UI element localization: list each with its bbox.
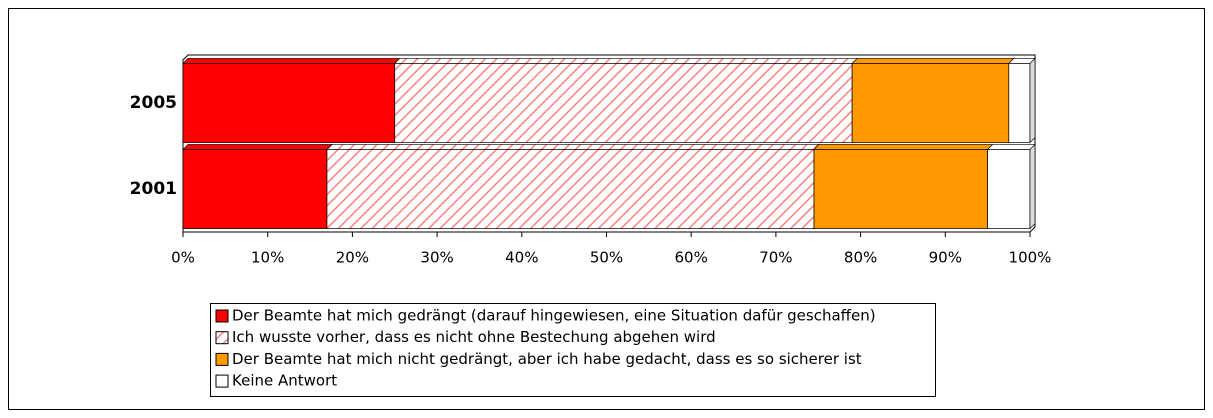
x-tick-label: 80% — [844, 249, 877, 267]
x-tick-label: 90% — [929, 249, 962, 267]
bar — [1008, 63, 1031, 143]
x-tick-label: 0% — [171, 249, 195, 267]
legend-swatch — [215, 331, 229, 345]
frame — [8, 8, 1205, 410]
legend-label: Der Beamte hat mich nicht gedrängt, aber… — [232, 350, 862, 368]
bar-side — [1029, 143, 1036, 230]
x-tick-label: 50% — [590, 249, 623, 267]
legend-swatch — [215, 352, 229, 366]
bar-top — [182, 144, 333, 150]
bar-top — [986, 144, 1036, 150]
bar-side — [1029, 57, 1036, 144]
bar-top — [326, 144, 820, 150]
bar — [851, 63, 1010, 143]
legend-label: Keine Antwort — [232, 372, 337, 390]
bar — [182, 63, 396, 143]
bar — [987, 149, 1031, 229]
bar-top — [813, 144, 994, 150]
x-tick-label: 10% — [251, 249, 284, 267]
y-tick-label: 2001 — [130, 179, 177, 199]
y-tick-label: 2005 — [130, 93, 177, 113]
x-tick-label: 40% — [505, 249, 538, 267]
bar — [182, 149, 328, 229]
bar — [394, 63, 853, 143]
x-tick-label: 100% — [1009, 249, 1052, 267]
bar-top — [182, 58, 401, 64]
legend-swatch — [215, 374, 229, 388]
x-tick-label: 20% — [336, 249, 369, 267]
x-tick-label: 60% — [675, 249, 708, 267]
legend-swatch — [215, 309, 229, 323]
bar — [326, 149, 815, 229]
bar-top — [851, 58, 1015, 64]
legend-box — [210, 303, 936, 397]
legend-label: Ich wusste vorher, dass es nicht ohne Be… — [232, 328, 716, 346]
legend-label: Der Beamte hat mich gedrängt (darauf hin… — [232, 307, 876, 325]
bar-top — [393, 58, 858, 64]
x-tick-label: 70% — [759, 249, 792, 267]
x-tick-label: 30% — [420, 249, 453, 267]
bar — [813, 149, 989, 229]
